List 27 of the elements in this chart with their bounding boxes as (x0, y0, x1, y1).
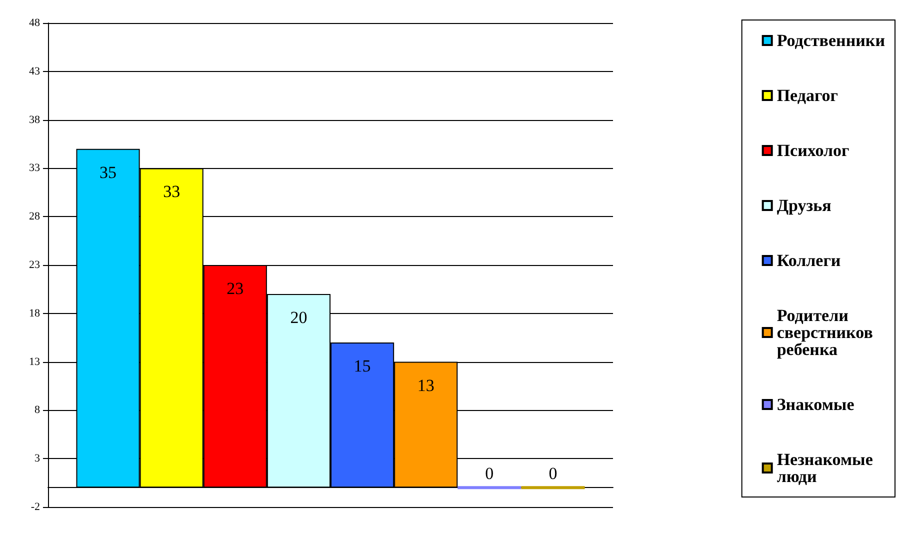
data-label: 35 (100, 162, 117, 182)
data-label: 23 (226, 279, 244, 298)
data-label: 20 (290, 308, 308, 328)
y-tick-label: 33 (29, 162, 40, 174)
legend-label: Знакомые (776, 395, 855, 414)
y-tick-label: 13 (29, 356, 40, 368)
legend-label: Незнакомые люди (776, 450, 878, 486)
y-tick-label: 43 (29, 65, 40, 78)
y-tick-label: 23 (29, 259, 40, 271)
data-label: 15 (354, 356, 371, 376)
data-label: 0 (548, 464, 558, 484)
y-tick-label: 28 (29, 210, 40, 223)
data-label: 33 (163, 182, 180, 202)
legend-label: Педагог (776, 86, 838, 105)
legend-label: Родители сверстников ребенка (776, 306, 878, 359)
data-label: 13 (417, 376, 434, 395)
y-tick-label: -2 (30, 501, 40, 513)
data-label: 0 (485, 464, 494, 484)
y-tick-label: 3 (34, 452, 40, 465)
legend-label: Друзья (776, 196, 832, 215)
y-tick-label: 38 (29, 114, 40, 126)
y-tick-label: 8 (34, 404, 40, 416)
legend-label: Родственники (776, 31, 886, 50)
y-tick-label: 48 (29, 17, 40, 29)
legend-label: Коллеги (776, 251, 841, 270)
legend-label: Психолог (776, 141, 850, 160)
y-tick-label: 18 (29, 307, 40, 320)
